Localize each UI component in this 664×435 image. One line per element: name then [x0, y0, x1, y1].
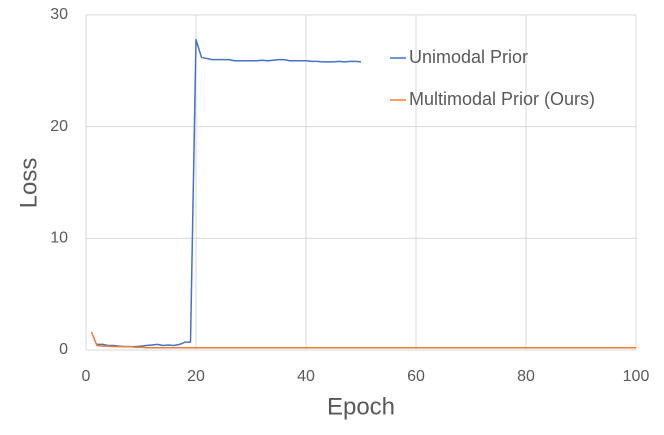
x-axis-label: Epoch — [327, 393, 395, 420]
x-tick-label: 80 — [517, 368, 535, 385]
data-line — [97, 38, 362, 348]
x-tick-label: 60 — [407, 368, 425, 385]
x-tick-label: 20 — [187, 368, 205, 385]
x-tick-label: 0 — [82, 368, 91, 385]
y-tick-label: 30 — [50, 6, 68, 23]
y-axis-label: Loss — [15, 158, 42, 209]
x-tick-label: 100 — [623, 368, 650, 385]
y-tick-label: 10 — [50, 230, 68, 247]
legend-label: Multimodal Prior (Ours) — [409, 89, 595, 109]
data-line — [90, 331, 636, 349]
y-tick-label: 0 — [59, 341, 68, 358]
legend-label: Unimodal Prior — [409, 47, 528, 67]
x-tick-label: 40 — [297, 368, 315, 385]
y-tick-label: 20 — [50, 118, 68, 135]
